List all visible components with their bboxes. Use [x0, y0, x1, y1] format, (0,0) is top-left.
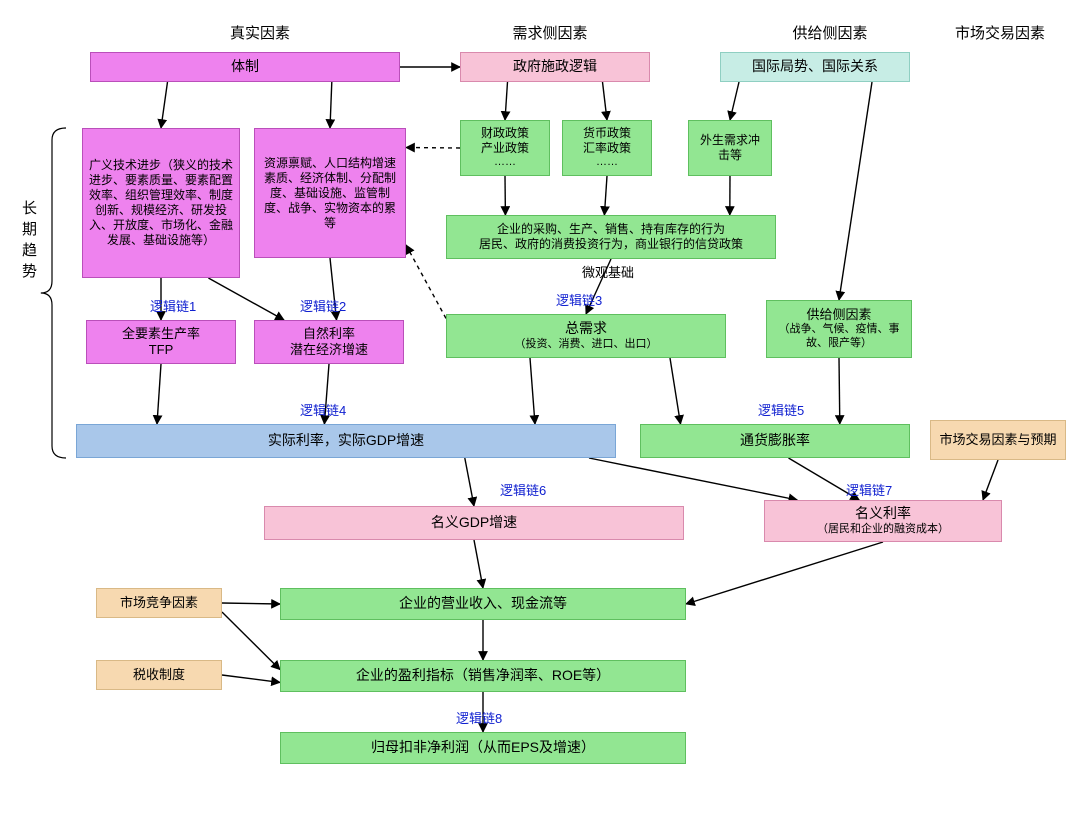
- flow-edge: [730, 82, 739, 120]
- node-text: 财政政策 产业政策: [481, 126, 529, 156]
- flow-node: 企业的营业收入、现金流等: [280, 588, 686, 620]
- column-header: 真实因素: [180, 22, 340, 43]
- flow-edge: [686, 542, 883, 604]
- node-text: 企业的采购、生产、销售、持有库存的行为 居民、政府的消费投资行为，商业银行的信贷…: [479, 222, 743, 252]
- side-label-long-term: 长期趋势: [18, 200, 39, 284]
- flow-edge: [589, 458, 797, 500]
- node-text: 归母扣非净利润（从而EPS及增速）: [371, 739, 595, 757]
- logic-chain-label: 逻辑链8: [456, 708, 502, 727]
- flow-edge: [474, 540, 483, 588]
- flow-edge: [406, 148, 460, 149]
- flow-node: 财政政策 产业政策……: [460, 120, 550, 176]
- node-text: 国际局势、国际关系: [752, 58, 878, 76]
- flow-edge: [530, 358, 535, 424]
- flow-node: 资源禀赋、人口结构增速素质、经济体制、分配制度、基础设施、监管制度、战争、实物资…: [254, 128, 406, 258]
- logic-chain-label: 逻辑链2: [300, 296, 346, 315]
- node-text: 通货膨胀率: [740, 432, 810, 450]
- flow-edge: [406, 245, 446, 318]
- flow-edge: [330, 82, 332, 128]
- node-text: 货币政策 汇率政策: [583, 126, 631, 156]
- node-text: 政府施政逻辑: [513, 58, 597, 76]
- flow-edge: [603, 82, 608, 120]
- flow-node: 自然利率 潜在经济增速: [254, 320, 404, 364]
- logic-chain-label: 逻辑链7: [846, 480, 892, 499]
- flow-node: 外生需求冲击等: [688, 120, 772, 176]
- flow-node: 全要素生产率 TFP: [86, 320, 236, 364]
- flow-edge: [222, 612, 280, 670]
- flow-node: 政府施政逻辑: [460, 52, 650, 82]
- flow-node: 归母扣非净利润（从而EPS及增速）: [280, 732, 686, 764]
- flow-node: 供给侧因素（战争、气候、疫情、事故、限产等）: [766, 300, 912, 358]
- column-header: 需求侧因素: [470, 22, 630, 43]
- flow-edge: [161, 82, 168, 128]
- node-text: 广义技术进步（狭义的技术进步、要素质量、要素配置效率、组织管理效率、制度创新、规…: [89, 158, 233, 248]
- node-subtext: ……: [596, 156, 618, 170]
- node-subtext: （居民和企业的融资成本）: [817, 523, 949, 537]
- logic-chain-label: 逻辑链5: [758, 400, 804, 419]
- node-subtext: （战争、气候、疫情、事故、限产等）: [773, 323, 905, 351]
- node-text: 外生需求冲击等: [695, 133, 765, 163]
- flow-node: 货币政策 汇率政策……: [562, 120, 652, 176]
- logic-chain-label: 逻辑链6: [500, 480, 546, 499]
- node-text: 资源禀赋、人口结构增速素质、经济体制、分配制度、基础设施、监管制度、战争、实物资…: [261, 156, 399, 231]
- flow-edge: [839, 358, 840, 424]
- node-text: 自然利率 潜在经济增速: [290, 326, 368, 359]
- flow-node: 税收制度: [96, 660, 222, 690]
- flow-node: 体制: [90, 52, 400, 82]
- flow-node: 广义技术进步（狭义的技术进步、要素质量、要素配置效率、组织管理效率、制度创新、规…: [82, 128, 240, 278]
- node-text: 企业的盈利指标（销售净润率、ROE等）: [356, 667, 610, 685]
- flow-edge: [839, 82, 872, 300]
- flow-node: 市场交易因素与预期: [930, 420, 1066, 460]
- logic-chain-label: 逻辑链3: [556, 290, 602, 309]
- flow-edge: [983, 460, 998, 500]
- node-subtext: ……: [494, 156, 516, 170]
- node-text: 总需求: [565, 320, 607, 338]
- diagram-canvas: 真实因素需求侧因素供给侧因素市场交易因素长期趋势体制政府施政逻辑国际局势、国际关…: [0, 0, 1080, 835]
- flow-node: 总需求（投资、消费、进口、出口）: [446, 314, 726, 358]
- flow-edge: [222, 603, 280, 604]
- node-text: 供给侧因素: [806, 307, 871, 323]
- node-text: 市场竞争因素: [120, 595, 198, 611]
- column-header: 供给侧因素: [750, 22, 910, 43]
- flow-node: 实际利率，实际GDP增速: [76, 424, 616, 458]
- flow-edge: [505, 82, 508, 120]
- flow-node: 名义GDP增速: [264, 506, 684, 540]
- flow-node: 通货膨胀率: [640, 424, 910, 458]
- flow-edge: [670, 358, 681, 424]
- annotation-label: 微观基础: [582, 262, 634, 281]
- node-text: 名义利率: [855, 505, 911, 523]
- node-text: 市场交易因素与预期: [939, 432, 1056, 448]
- node-text: 企业的营业收入、现金流等: [399, 595, 567, 613]
- flow-edge: [208, 278, 284, 320]
- node-text: 税收制度: [133, 667, 185, 683]
- flow-edge: [604, 176, 607, 215]
- node-text: 名义GDP增速: [431, 514, 517, 532]
- curly-brace: [41, 128, 66, 458]
- node-text: 实际利率，实际GDP增速: [268, 432, 424, 450]
- flow-node: 企业的盈利指标（销售净润率、ROE等）: [280, 660, 686, 692]
- logic-chain-label: 逻辑链4: [300, 400, 346, 419]
- flow-node: 国际局势、国际关系: [720, 52, 910, 82]
- flow-edge: [157, 364, 161, 424]
- logic-chain-label: 逻辑链1: [150, 296, 196, 315]
- flow-node: 企业的采购、生产、销售、持有库存的行为 居民、政府的消费投资行为，商业银行的信贷…: [446, 215, 776, 259]
- node-text: 全要素生产率 TFP: [122, 326, 200, 359]
- node-text: 体制: [231, 58, 259, 76]
- flow-edge: [222, 675, 280, 682]
- column-header: 市场交易因素: [920, 22, 1080, 43]
- flow-node: 市场竞争因素: [96, 588, 222, 618]
- flow-node: 名义利率（居民和企业的融资成本）: [764, 500, 1002, 542]
- node-subtext: （投资、消费、进口、出口）: [515, 338, 658, 352]
- flow-edge: [465, 458, 474, 506]
